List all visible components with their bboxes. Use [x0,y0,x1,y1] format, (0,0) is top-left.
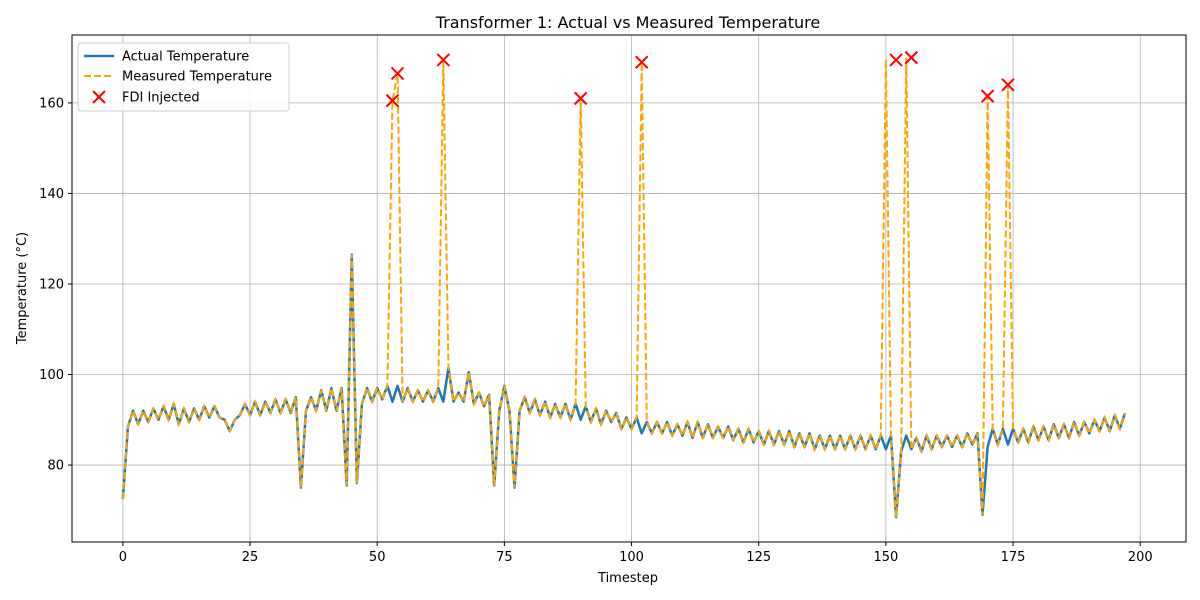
y-tick-label: 80 [47,459,64,474]
fdi-injected-marker [573,91,588,106]
x-tick-label: 0 [119,550,127,565]
x-marker-stroke [390,66,405,81]
x-marker-stroke [573,91,588,106]
chart-title: Transformer 1: Actual vs Measured Temper… [435,13,820,32]
x-marker-stroke [436,53,451,67]
fdi-injected-marker [635,55,649,69]
y-tick-label: 160 [39,96,64,111]
fdi-injected-marker [390,66,405,81]
y-tick-label: 140 [39,187,64,202]
fdi-injected-marker [1001,78,1015,92]
grid-lines [72,35,1186,542]
x-tick-label: 100 [619,550,644,565]
legend-box [77,42,290,112]
x-marker-stroke [889,53,903,67]
plot-frame [71,34,1187,543]
axis-ticks: 0 25 50 75 100 125 150 175 200 80 100 120 140 160 [39,96,1152,565]
measured-temperature-line [121,57,1126,518]
x-marker-stroke [385,93,400,108]
x-marker-stroke [1001,78,1015,92]
legend-fdi-swatch [92,90,106,104]
y-tick-label: 120 [39,277,64,292]
y-axis-label: Temperature (°C) [15,232,30,345]
x-marker-stroke [92,90,106,104]
legend-label: FDI Injected [122,91,200,106]
fdi-injected-marker [889,53,903,67]
x-tick-label: 175 [1001,550,1026,565]
x-axis-label: Timestep [597,571,658,586]
x-tick-label: 150 [873,550,898,565]
x-marker-stroke [904,50,919,65]
y-tick-label: 100 [39,368,64,383]
x-tick-label: 75 [496,550,513,565]
fdi-injected-marker [904,50,919,65]
x-tick-label: 200 [1128,550,1153,565]
x-marker-stroke [635,55,649,69]
fdi-injected-marker [980,89,995,103]
fdi-injected-marker [436,53,451,67]
x-marker-stroke [980,89,995,103]
legend-label: Measured Temperature [122,70,272,85]
legend-label: Actual Temperature [122,50,249,65]
series-layer [121,50,1127,519]
x-tick-label: 125 [746,550,771,565]
x-tick-label: 50 [369,550,386,565]
fdi-injected-marker [385,93,400,108]
legend: Actual Temperature Measured Temperature FD… [77,42,290,112]
x-tick-label: 25 [242,550,259,565]
